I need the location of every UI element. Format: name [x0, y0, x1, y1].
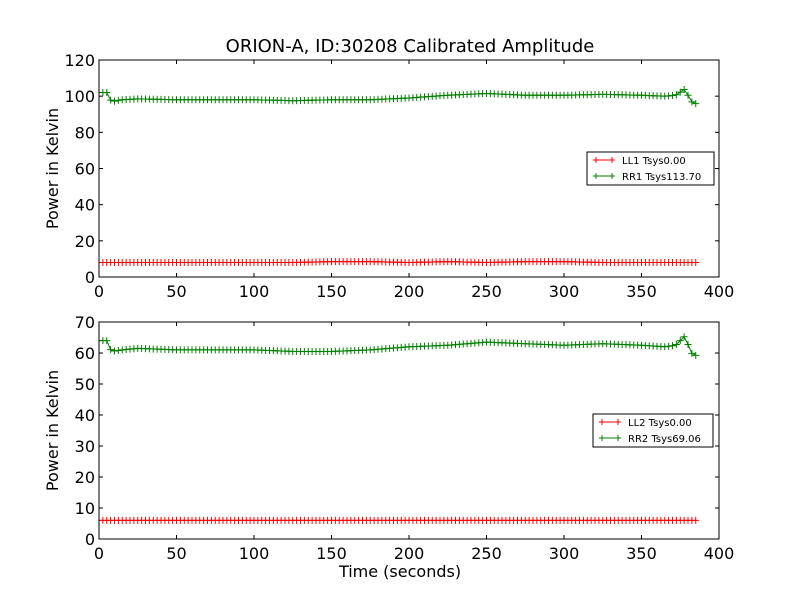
series-2	[99, 85, 700, 108]
series-1	[99, 258, 700, 267]
legend-label: LL1 Tsys0.00	[622, 156, 686, 167]
data-point	[688, 98, 696, 106]
data-point	[684, 340, 692, 348]
x-axis-label: Time (seconds)	[338, 562, 461, 581]
legend-marker	[615, 435, 621, 441]
y-tick-label: 120	[64, 51, 95, 70]
legend-marker	[609, 157, 615, 163]
data-point	[107, 346, 115, 354]
data-point	[103, 89, 111, 97]
data-point	[107, 96, 115, 104]
y-tick-label: 0	[85, 268, 95, 287]
data-point	[692, 516, 700, 524]
legend-label: RR1 Tsys113.70	[622, 172, 701, 183]
x-tick-label: 100	[239, 282, 270, 301]
data-point	[692, 259, 700, 267]
y-tick-label: 50	[75, 375, 95, 394]
y-tick-label: 60	[75, 160, 95, 179]
x-tick-label: 0	[94, 544, 104, 563]
chart-title: ORION-A, ID:30208 Calibrated Amplitude	[226, 36, 595, 57]
data-point	[114, 96, 122, 104]
x-tick-label: 200	[394, 544, 425, 563]
data-point	[665, 342, 673, 350]
legend-box	[592, 413, 714, 448]
y-tick-label: 30	[75, 437, 95, 456]
legend-item: LL2 Tsys0.00	[599, 418, 692, 429]
x-tick-label: 250	[471, 282, 502, 301]
series-2	[99, 333, 700, 359]
x-tick-label: 150	[316, 544, 347, 563]
x-tick-label: 300	[549, 544, 580, 563]
legend-label: RR2 Tsys69.06	[628, 434, 701, 445]
data-point	[680, 333, 688, 341]
y-tick-label: 70	[75, 313, 95, 332]
y-tick-label: 10	[75, 499, 95, 518]
data-point	[661, 343, 669, 351]
legend-marker	[593, 157, 599, 163]
x-tick-label: 100	[239, 544, 270, 563]
x-tick-label: 0	[94, 282, 104, 301]
data-point	[111, 347, 118, 355]
x-tick-label: 400	[704, 544, 735, 563]
data-point	[111, 97, 118, 105]
y-tick-label: 100	[64, 87, 95, 106]
legend-marker	[593, 173, 599, 179]
series-1	[99, 516, 700, 524]
legend-marker	[599, 419, 605, 425]
y-tick-label: 20	[75, 232, 95, 251]
x-tick-label: 300	[549, 282, 580, 301]
legend-label: LL2 Tsys0.00	[628, 418, 692, 429]
y-tick-label: 40	[75, 196, 95, 215]
x-tick-label: 50	[166, 544, 186, 563]
data-point	[672, 340, 680, 348]
data-point	[680, 85, 688, 93]
data-point	[684, 91, 692, 99]
x-tick-label: 50	[166, 282, 186, 301]
x-tick-label: 350	[626, 544, 657, 563]
x-tick-label: 250	[471, 544, 502, 563]
x-tick-label: 400	[704, 282, 735, 301]
y-axis-label: Power in Kelvin	[43, 370, 62, 491]
data-point	[114, 346, 122, 354]
x-tick-label: 150	[316, 282, 347, 301]
plot-panel-1: 0 50 100 150 200 250 300 350 400 0 20 40 60 80 100 120 P…	[43, 51, 734, 301]
data-point	[669, 92, 676, 100]
y-axis-label: Power in Kelvin	[43, 108, 62, 229]
data-point	[669, 342, 676, 350]
x-tick-label: 200	[394, 282, 425, 301]
legend-item: RR2 Tsys69.06	[599, 434, 701, 445]
y-tick-label: 40	[75, 406, 95, 425]
x-tick-label: 350	[626, 282, 657, 301]
legend-marker	[615, 419, 621, 425]
legend-item: LL1 Tsys0.00	[593, 156, 686, 167]
legend-box	[586, 151, 715, 186]
data-point	[672, 91, 680, 99]
y-tick-label: 20	[75, 468, 95, 487]
legend: LL1 Tsys0.00 RR1 Tsys113.70	[586, 151, 715, 186]
y-tick-label: 0	[85, 530, 95, 549]
data-point	[692, 100, 700, 108]
data-point	[692, 351, 700, 359]
data-point	[103, 337, 111, 345]
data-point	[676, 88, 684, 96]
y-tick-label: 80	[75, 123, 95, 142]
data-point	[688, 349, 696, 357]
y-tick-label: 60	[75, 344, 95, 363]
legend-item: RR1 Tsys113.70	[593, 172, 701, 183]
legend-marker	[599, 435, 605, 441]
plot-panel-2: 0 50 100 150 200 250 300 350 400 0 10 20 30 40 50 60 70 P…	[43, 313, 734, 581]
data-point	[676, 337, 684, 345]
legend-marker	[609, 173, 615, 179]
legend: LL2 Tsys0.00 RR2 Tsys69.06	[592, 413, 714, 448]
